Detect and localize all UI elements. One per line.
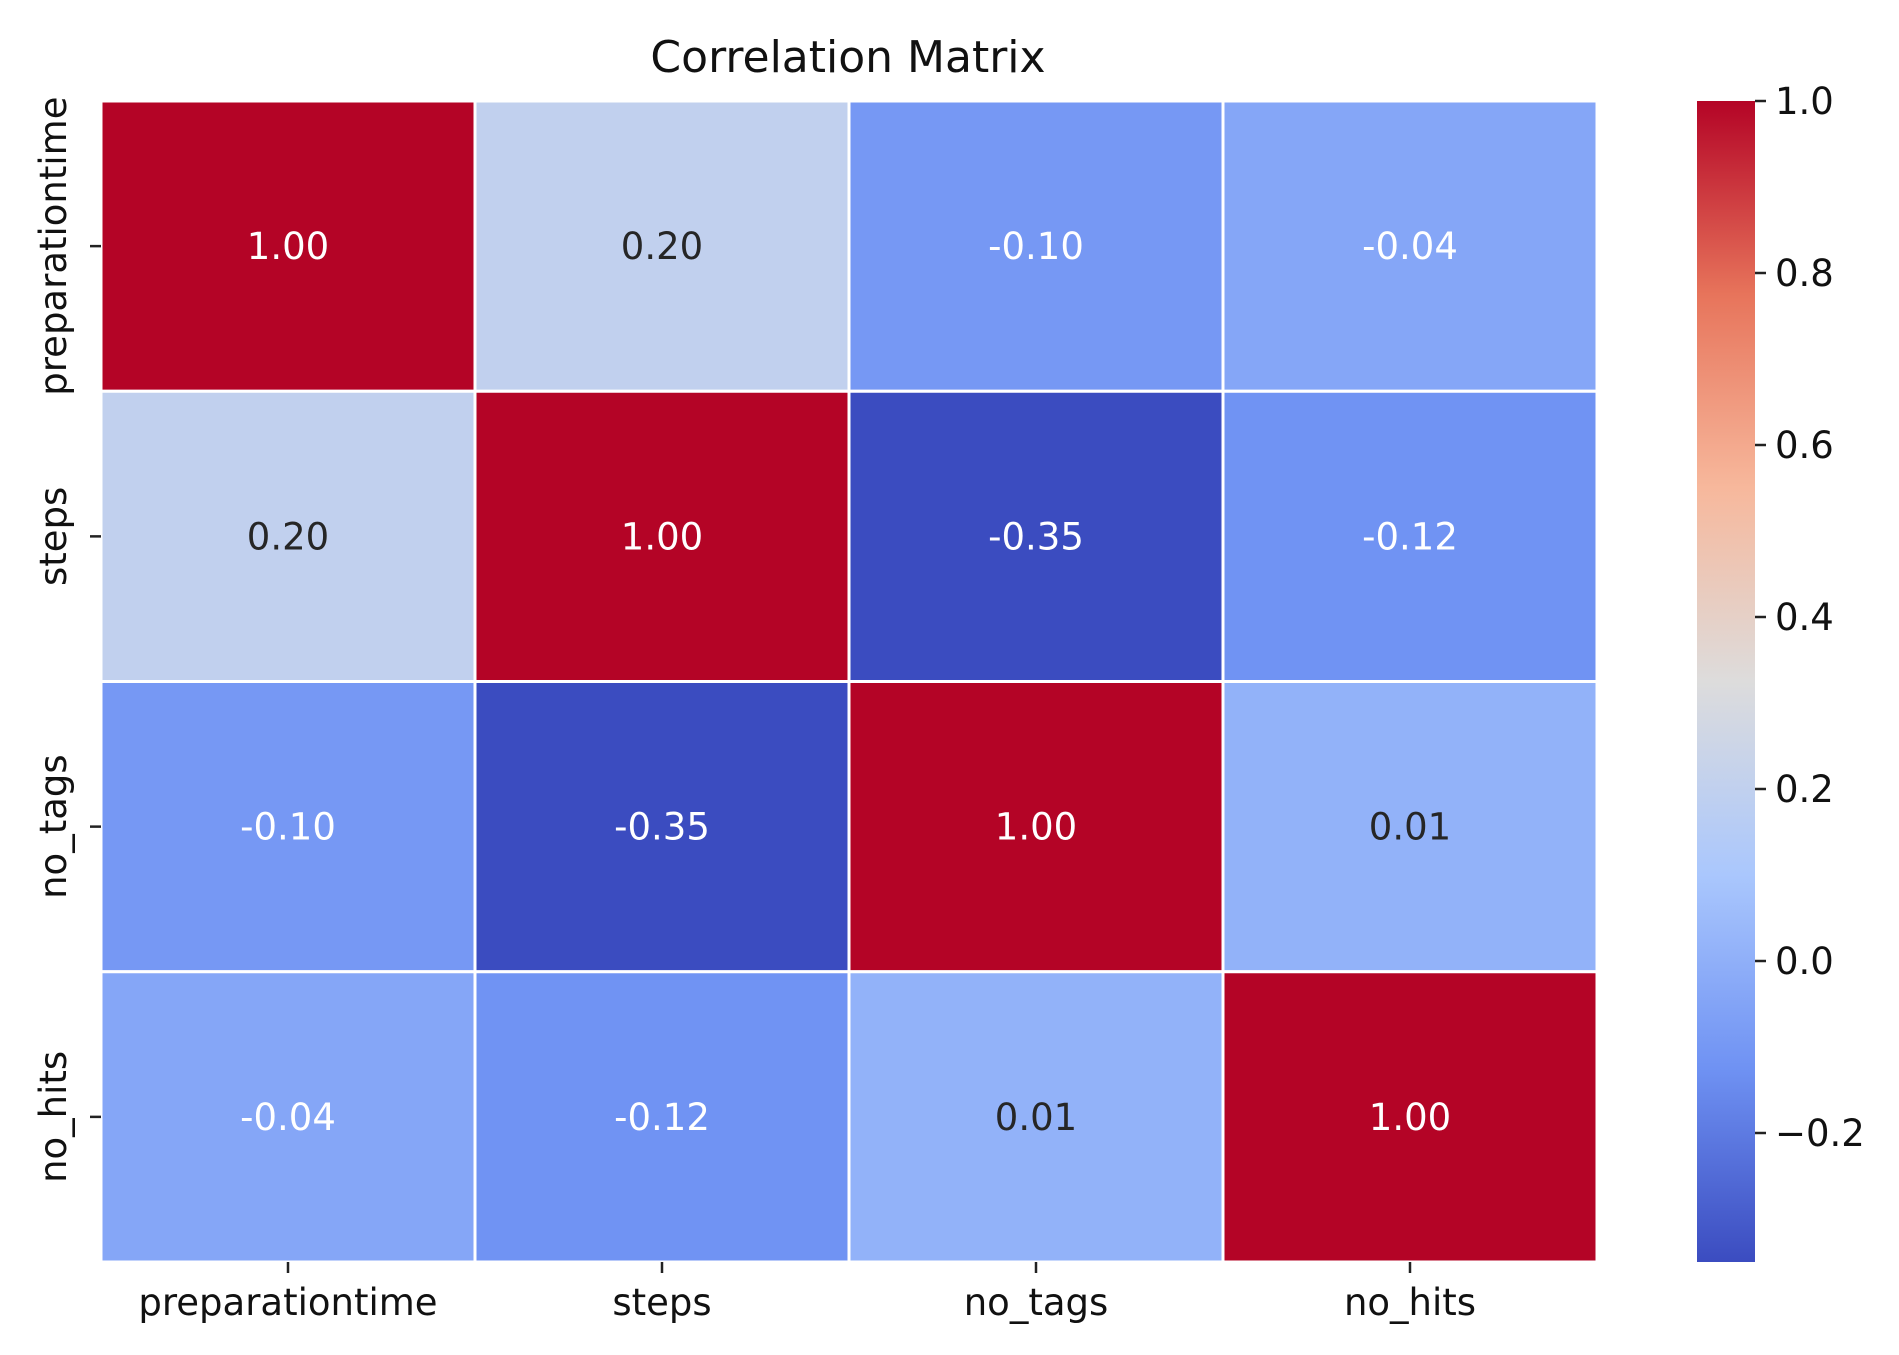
cell-value-label: 0.20 — [247, 515, 329, 558]
cell-value-label: -0.12 — [1362, 515, 1458, 558]
chart-title: Correlation Matrix — [650, 32, 1045, 83]
heatmap-cell — [847, 99, 1225, 393]
heatmap-cell — [473, 970, 851, 1264]
heatmap-cell — [1221, 389, 1599, 683]
y-tick-label: no_hits — [32, 1051, 75, 1183]
y-tick-label: preparationtime — [32, 97, 75, 396]
cell-value-label: 0.01 — [995, 1096, 1077, 1139]
y-tick-label: no_tags — [32, 754, 75, 899]
colorbar-tick-label: 0.2 — [1775, 768, 1834, 811]
heatmap-cell — [473, 389, 851, 683]
cell-value-label: -0.04 — [1362, 225, 1458, 268]
heatmap-cells — [99, 99, 1599, 1264]
x-tick-label: no_hits — [1344, 1281, 1476, 1324]
cell-value-label: -0.10 — [240, 806, 336, 849]
colorbar: 1.0 0.8 0.6 0.4 0.2 0.0 −0.2 — [1697, 80, 1865, 1262]
cell-value-label: -0.04 — [240, 1096, 336, 1139]
cell-value-label: 1.00 — [247, 225, 329, 268]
heatmap-cell — [473, 680, 851, 974]
y-tick-label: steps — [32, 487, 75, 586]
heatmap-cell — [1221, 99, 1599, 393]
colorbar-tick-label: 0.0 — [1775, 940, 1834, 983]
cell-value-label: 0.01 — [1369, 806, 1451, 849]
heatmap-cell — [1221, 970, 1599, 1264]
cell-value-label: 1.00 — [1369, 1096, 1451, 1139]
cell-value-label: -0.35 — [614, 806, 710, 849]
cell-annotations: 1.00 0.20 -0.10 -0.04 0.20 1.00 -0.35 -0.12 -0.1… — [240, 225, 1458, 1139]
colorbar-tick-label: 1.0 — [1775, 80, 1834, 123]
colorbar-tick-label: −0.2 — [1775, 1112, 1865, 1155]
heatmap-cell — [473, 99, 851, 393]
heatmap-cell — [99, 99, 477, 393]
cell-value-label: 1.00 — [995, 806, 1077, 849]
cell-value-label: 1.00 — [621, 515, 703, 558]
cell-value-label: -0.12 — [614, 1096, 710, 1139]
y-axis: preparationtime steps no_tags no_hits — [32, 97, 101, 1183]
cell-value-label: -0.35 — [988, 515, 1084, 558]
colorbar-gradient — [1697, 101, 1755, 1262]
x-tick-label: preparationtime — [138, 1281, 437, 1324]
heatmap-cell — [99, 970, 477, 1264]
cell-value-label: -0.10 — [988, 225, 1084, 268]
colorbar-tick-label: 0.6 — [1775, 424, 1834, 467]
heatmap-cell — [1221, 680, 1599, 974]
heatmap-cell — [99, 389, 477, 683]
colorbar-tick-label: 0.4 — [1775, 596, 1834, 639]
x-axis: preparationtime steps no_tags no_hits — [138, 1262, 1476, 1324]
x-tick-label: no_tags — [964, 1281, 1109, 1324]
heatmap-cell — [847, 970, 1225, 1264]
colorbar-tick-label: 0.8 — [1775, 252, 1834, 295]
x-tick-label: steps — [612, 1281, 711, 1324]
cell-value-label: 0.20 — [621, 225, 703, 268]
